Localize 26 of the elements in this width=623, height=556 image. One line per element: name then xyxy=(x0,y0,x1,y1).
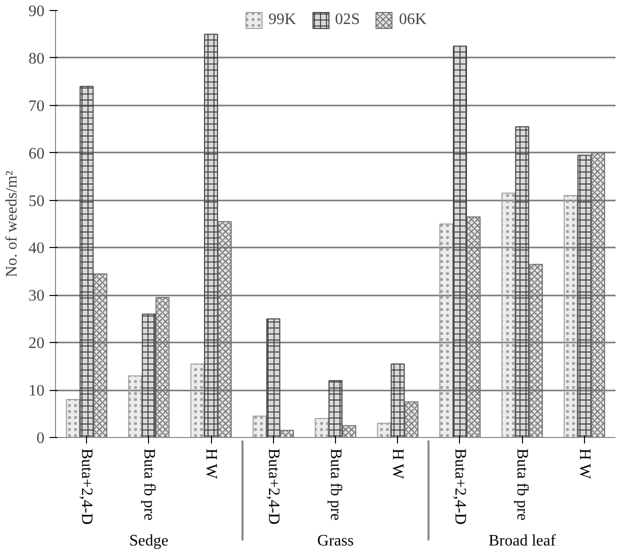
y-axis-title: No. of weeds/m² xyxy=(4,170,20,278)
x-tick-label: H W xyxy=(389,448,406,480)
y-tick-label: 80 xyxy=(28,50,44,68)
y-tick-label: 70 xyxy=(28,98,44,115)
x-tick-label: Buta fb pre xyxy=(514,448,531,520)
legend-label: 06K xyxy=(398,11,427,29)
x-tick-label: Buta fb pre xyxy=(140,448,158,520)
y-tick-label: 10 xyxy=(28,382,44,400)
y-tick-label: 50 xyxy=(28,192,44,210)
x-tick-label: Buta+2,4-D xyxy=(264,448,282,525)
y-tick-label: 0 xyxy=(36,430,44,447)
x-tick-label: Buta+2,4-D xyxy=(451,448,468,525)
text: Grass xyxy=(317,532,354,550)
x-tick-label: Buta+2,4-D xyxy=(78,448,96,525)
legend-label: 02S xyxy=(335,11,360,29)
text: Broad leaf xyxy=(488,532,556,550)
y-tick-label: 60 xyxy=(28,145,44,162)
y-tick-label: 30 xyxy=(28,288,44,305)
y-tick-label: 40 xyxy=(28,240,44,258)
y-tick-label: 20 xyxy=(28,335,44,352)
y-tick-label: 90 xyxy=(28,3,44,20)
x-tick-label: H W xyxy=(576,448,593,480)
x-tick-label: H W xyxy=(202,448,220,480)
x-tick-label: Buta fb pre xyxy=(327,448,344,520)
legend-label: 99K xyxy=(268,11,296,29)
text: Sedge xyxy=(129,532,168,550)
